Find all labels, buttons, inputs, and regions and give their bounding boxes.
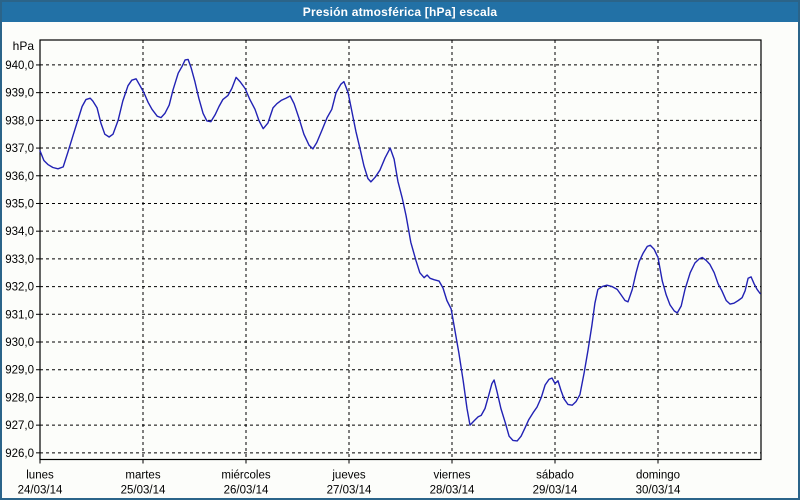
y-tick-label: 926,0: [5, 448, 34, 460]
x-date-label: 24/03/14: [18, 485, 63, 497]
x-date-label: 30/03/14: [636, 485, 681, 497]
x-day-label: martes: [125, 470, 160, 482]
y-axis-labels: 940,0 939,0 938,0 937,0 936,0 935,0 934,0 933,0…: [5, 60, 34, 460]
x-date-label: 25/03/14: [121, 485, 166, 497]
y-tick-label: 927,0: [5, 420, 34, 432]
x-day-label: viernes: [433, 470, 470, 482]
x-gridlines: [39, 40, 659, 464]
y-tick-label: 932,0: [5, 282, 34, 294]
y-tick-label: 931,0: [5, 309, 34, 321]
y-tick-label: 935,0: [5, 198, 34, 210]
y-tick-label: 940,0: [5, 60, 34, 72]
x-date-label: 26/03/14: [224, 485, 269, 497]
x-date-label: 29/03/14: [533, 485, 578, 497]
y-tick-label: 939,0: [5, 88, 34, 100]
y-tick-label: 933,0: [5, 254, 34, 266]
x-axis-labels: lunes 24/03/14 martes 25/03/14 miércoles 26/0…: [18, 470, 681, 497]
x-day-label: lunes: [26, 470, 54, 482]
y-tick-label: 930,0: [5, 337, 34, 349]
y-axis-unit-label: hPa: [13, 39, 35, 53]
pressure-line: [39, 58, 761, 442]
x-day-label: domingo: [636, 470, 680, 482]
x-date-label: 27/03/14: [327, 485, 372, 497]
x-day-label: miércoles: [221, 470, 270, 482]
titlebar: Presión atmosférica [hPa] escala: [2, 2, 798, 22]
chart-canvas: 940,0 939,0 938,0 937,0 936,0 935,0 934,0 933,0…: [5, 39, 762, 497]
x-date-label: 28/03/14: [430, 485, 475, 497]
plot-frame: [39, 39, 762, 461]
y-tick-label: 936,0: [5, 171, 34, 183]
y-gridlines: [36, 64, 761, 454]
y-tick-label: 929,0: [5, 365, 34, 377]
chart-area: 940,0 939,0 938,0 937,0 936,0 935,0 934,0 933,0…: [2, 22, 798, 498]
y-tick-label: 938,0: [5, 115, 34, 127]
y-tick-label: 937,0: [5, 143, 34, 155]
y-tick-label: 928,0: [5, 392, 34, 404]
chart-title: Presión atmosférica [hPa] escala: [302, 5, 498, 19]
x-day-label: sábado: [536, 470, 574, 482]
y-tick-label: 934,0: [5, 226, 34, 238]
x-day-label: jueves: [331, 470, 365, 482]
